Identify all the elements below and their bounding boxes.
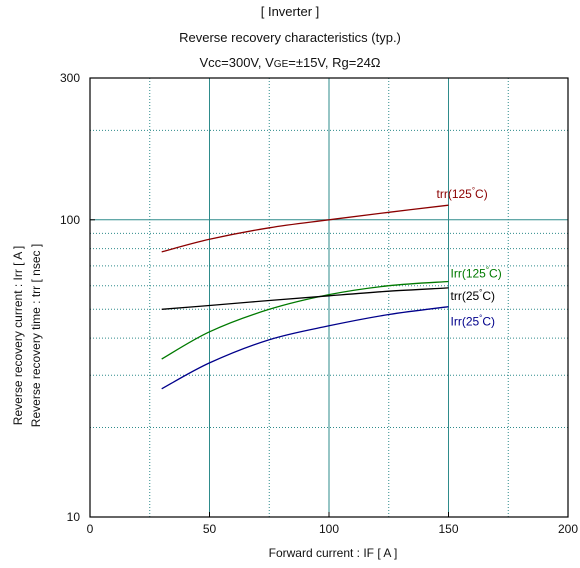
x-tick-label: 100: [319, 522, 339, 536]
y-tick-label: 10: [67, 510, 81, 524]
y-tick-label: 100: [60, 213, 80, 227]
x-axis-label: Forward current : IF [ A ]: [269, 546, 398, 560]
chart-title-line-1: [ Inverter ]: [260, 4, 320, 19]
series-label-trr-25: trr(25°C): [451, 288, 496, 303]
series-line-irr-125: [161, 280, 449, 360]
series-label-irr-25: Irr(25°C): [451, 314, 496, 329]
series-line-trr-125: [161, 204, 449, 253]
chart-title-line-3: Vcc=300V, VGE=±15V, Rg=24Ω: [0, 55, 580, 70]
y-tick-label: 300: [60, 71, 80, 85]
test-condition-ge-subscript: GE: [273, 59, 289, 70]
test-condition-vcc: Vcc=300V, V: [199, 55, 274, 70]
series-label-trr-125: trr(125°C): [437, 186, 488, 201]
series-line-irr-25: [161, 306, 449, 390]
x-tick-label: 200: [558, 522, 578, 536]
test-condition-rest: =±15V, Rg=24Ω: [288, 55, 381, 70]
x-tick-label: 50: [203, 522, 217, 536]
x-tick-label: 150: [438, 522, 458, 536]
y-axis-label-current: Reverse recovery current : Irr [ A ]: [11, 246, 25, 425]
series-line-trr-25: [161, 287, 449, 310]
series-label-irr-125: Irr(125°C): [451, 266, 502, 281]
chart-title-line-2: Reverse recovery characteristics (typ.): [179, 30, 401, 45]
y-axis-label-time: Reverse recovery time : trr [ nsec ]: [29, 244, 43, 427]
x-tick-label: 0: [87, 522, 94, 536]
